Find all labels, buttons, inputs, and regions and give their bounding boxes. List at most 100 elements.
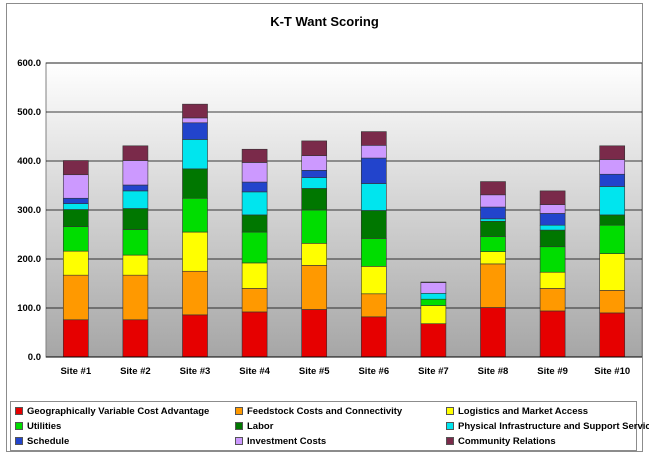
legend-label: Community Relations [458, 436, 556, 447]
bar-segment [480, 218, 506, 222]
bar-segment [539, 246, 566, 273]
x-tick-label: Site #9 [537, 366, 568, 377]
bar-segment [182, 270, 208, 316]
legend-swatch [15, 422, 23, 430]
legend-swatch [15, 437, 23, 445]
bar-segment [301, 170, 328, 178]
bar-segment [301, 155, 328, 171]
legend-label: Investment Costs [247, 436, 327, 447]
bar-segment [480, 181, 506, 196]
bar-segment [599, 224, 626, 254]
bar-segment [182, 168, 208, 199]
bar-segment [182, 197, 208, 233]
legend-label: Labor [247, 421, 274, 432]
bar-segment [360, 266, 387, 295]
legend-swatch [235, 422, 243, 430]
bar-segment [241, 148, 268, 163]
bar-segment [122, 274, 149, 321]
bar-segment [539, 190, 566, 205]
bar-segment [539, 288, 566, 312]
bar-segment [480, 220, 506, 237]
bar-segment [360, 210, 387, 239]
legend-item: Feedstock Costs and Connectivity [235, 405, 402, 419]
bar-segment [182, 122, 208, 140]
bar-segment [480, 236, 506, 252]
bar-segment [539, 213, 566, 226]
bar-segment [122, 190, 149, 209]
bar-segment [301, 309, 328, 358]
bar-segment [301, 265, 328, 310]
legend-item: Physical Infrastructure and Support Serv… [446, 420, 649, 434]
x-tick-label: Site #3 [180, 366, 211, 377]
bar-segment [599, 145, 626, 160]
x-tick-label: Site #1 [60, 366, 91, 377]
x-tick-label: Site #4 [239, 366, 270, 377]
bar-segment [241, 214, 268, 233]
bar-segment [182, 139, 208, 170]
bar-segment [480, 307, 506, 358]
legend-item: Labor [235, 420, 273, 434]
bar-segment [122, 319, 149, 358]
bar-segment [360, 157, 387, 184]
bar-segment [301, 209, 328, 244]
x-tick-label: Site #10 [594, 366, 630, 377]
bar-segment [360, 238, 387, 267]
bar-segment [241, 181, 268, 193]
legend-label: Geographically Variable Cost Advantage [27, 406, 210, 417]
bar-segment [62, 197, 89, 204]
y-tick-label: 500.0 [17, 107, 41, 118]
bar-segment [480, 194, 506, 208]
bar-segment [62, 160, 89, 176]
bar-segment [301, 188, 328, 211]
bar-segment [122, 160, 149, 186]
x-tick-label: Site #6 [358, 366, 389, 377]
legend-label: Utilities [27, 421, 62, 432]
bar-segment [360, 145, 387, 159]
bar-segment [539, 224, 566, 231]
bar-segment [360, 316, 387, 358]
bar-segment [301, 243, 328, 266]
bar-segment [241, 231, 268, 264]
legend-swatch [446, 422, 454, 430]
bar-segment [420, 305, 447, 324]
legend-swatch [235, 407, 243, 415]
bar-segment [301, 177, 328, 189]
bar-segment [122, 145, 149, 161]
bar-segment [182, 103, 208, 119]
bar-segment [480, 263, 506, 308]
legend-swatch [15, 407, 23, 415]
legend-item: Geographically Variable Cost Advantage [15, 405, 209, 419]
legend-item: Schedule [15, 435, 69, 449]
bar-segment [62, 226, 89, 252]
bar-segment [62, 319, 89, 358]
bar-segment [599, 253, 626, 291]
y-tick-label: 300.0 [17, 205, 41, 216]
legend-label: Logistics and Market Access [458, 406, 589, 417]
legend-swatch [235, 437, 243, 445]
bar-segment [241, 288, 268, 313]
y-tick-label: 400.0 [17, 156, 41, 167]
bar-segment [420, 298, 447, 306]
legend-label: Physical Infrastructure and Support Serv… [458, 421, 649, 432]
bar-segment [122, 254, 149, 276]
bar-segment [599, 186, 626, 216]
x-tick-label: Site #5 [299, 366, 330, 377]
bar-segment [360, 131, 387, 146]
legend-item: Investment Costs [235, 435, 326, 449]
bar-segment [241, 162, 268, 183]
bar-segment [122, 229, 149, 256]
x-tick-label: Site #7 [418, 366, 449, 377]
bar-segment [599, 290, 626, 314]
bar-segment [241, 311, 268, 358]
bar-segment [241, 262, 268, 289]
bar-segment [599, 214, 626, 226]
stacked-bar-chart: 0.0 100.0 200.0 300.0 400.0 500.0 600.0 Site #1… [17, 58, 643, 377]
bar-segment [539, 271, 566, 289]
bar-segment [182, 231, 208, 272]
bar-segment [480, 251, 506, 265]
legend-label: Schedule [27, 436, 70, 447]
legend-item: Utilities [15, 420, 61, 434]
bar-segment [539, 310, 566, 358]
y-tick-label: 0.0 [28, 352, 41, 363]
bar-segment [599, 173, 626, 187]
